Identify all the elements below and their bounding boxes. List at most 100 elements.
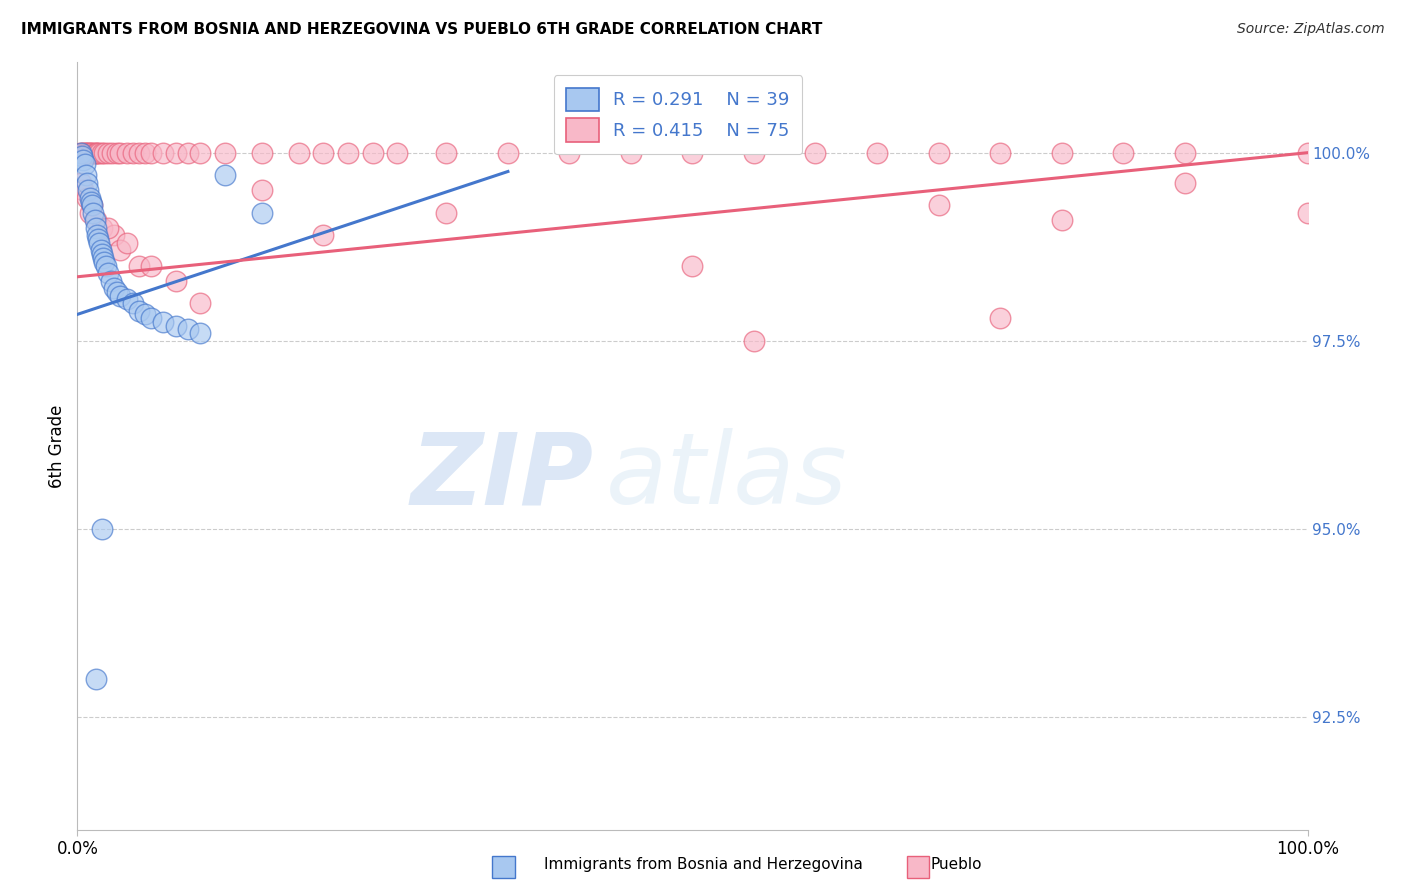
Point [988, 145, 1011, 160]
Point [91, 251, 114, 265]
Point [115, 235, 138, 250]
Point [76, 191, 98, 205]
Point [250, 206, 273, 220]
Point [77, 145, 100, 160]
Point [928, 198, 950, 212]
Point [69, 145, 91, 160]
Point [75, 145, 97, 160]
Point [121, 296, 143, 310]
Point [79, 145, 101, 160]
Point [1112, 145, 1135, 160]
Point [141, 259, 163, 273]
Point [79, 191, 101, 205]
Point [1050, 213, 1073, 227]
Point [165, 145, 187, 160]
Text: ZIP: ZIP [411, 428, 595, 525]
Point [214, 168, 236, 182]
Point [90, 145, 114, 160]
Point [214, 145, 236, 160]
Point [73, 145, 96, 160]
Point [103, 281, 125, 295]
Point [250, 183, 273, 197]
Point [79, 206, 101, 220]
Y-axis label: 6th Grade: 6th Grade [48, 404, 66, 488]
Point [90, 244, 112, 258]
Point [742, 145, 765, 160]
Point [86, 228, 108, 243]
Point [100, 274, 122, 288]
Point [496, 145, 519, 160]
Point [77, 183, 100, 197]
Point [1174, 176, 1197, 190]
Point [141, 145, 163, 160]
Point [93, 145, 115, 160]
Point [188, 296, 212, 310]
Point [128, 145, 150, 160]
Point [115, 145, 138, 160]
Text: IMMIGRANTS FROM BOSNIA AND HERZEGOVINA VS PUEBLO 6TH GRADE CORRELATION CHART: IMMIGRANTS FROM BOSNIA AND HERZEGOVINA V… [21, 22, 823, 37]
Point [97, 266, 120, 280]
Point [1174, 145, 1197, 160]
Point [84, 672, 107, 686]
Point [70, 145, 93, 160]
Point [928, 145, 950, 160]
Point [90, 522, 114, 536]
Point [188, 145, 212, 160]
Point [250, 145, 273, 160]
Point [152, 145, 174, 160]
Point [80, 145, 103, 160]
Point [682, 259, 704, 273]
Point [82, 198, 104, 212]
Point [76, 145, 98, 160]
Point [152, 315, 174, 329]
Point [436, 145, 458, 160]
Point [94, 259, 117, 273]
Point [620, 145, 643, 160]
Point [288, 145, 311, 160]
Point [105, 285, 128, 299]
Point [72, 145, 94, 160]
Point [682, 145, 704, 160]
Point [988, 311, 1011, 326]
Point [72, 183, 94, 197]
Point [70, 149, 93, 163]
Text: Pueblo: Pueblo [931, 857, 981, 872]
Point [121, 145, 143, 160]
Point [93, 254, 115, 268]
Point [134, 307, 156, 321]
Point [101, 145, 124, 160]
Text: Source: ZipAtlas.com: Source: ZipAtlas.com [1237, 22, 1385, 37]
Point [385, 145, 409, 160]
Point [86, 145, 108, 160]
Point [84, 213, 107, 227]
Point [73, 157, 96, 171]
Legend: R = 0.291    N = 39, R = 0.415    N = 75: R = 0.291 N = 39, R = 0.415 N = 75 [554, 75, 803, 154]
Text: atlas: atlas [606, 428, 848, 525]
Point [82, 206, 104, 220]
Point [110, 145, 132, 160]
Point [97, 220, 120, 235]
Point [742, 334, 765, 348]
Point [115, 293, 138, 307]
Point [89, 145, 111, 160]
Point [90, 220, 114, 235]
Point [188, 326, 212, 341]
Point [84, 220, 107, 235]
Point [82, 198, 104, 212]
Point [82, 145, 104, 160]
Point [1050, 145, 1073, 160]
Point [84, 145, 107, 160]
Point [177, 145, 200, 160]
Point [337, 145, 360, 160]
Point [90, 247, 114, 261]
Point [70, 145, 93, 160]
Point [75, 168, 97, 182]
Point [87, 232, 110, 246]
Point [436, 206, 458, 220]
Point [312, 228, 335, 243]
Point [141, 311, 163, 326]
Point [110, 288, 132, 302]
Point [558, 145, 581, 160]
Point [97, 145, 120, 160]
Point [1296, 206, 1319, 220]
